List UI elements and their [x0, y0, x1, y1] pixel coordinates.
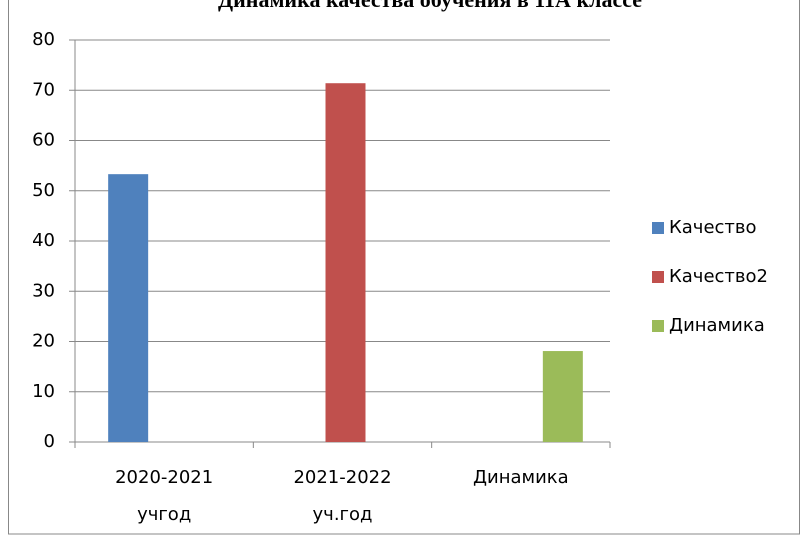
y-tick-label: 50 — [32, 180, 55, 201]
y-tick-label: 20 — [32, 331, 55, 352]
legend-label: Качество2 — [669, 266, 768, 287]
x-tick-label: 2021-2022 уч.год — [293, 467, 391, 525]
legend-label: Качество — [669, 217, 757, 238]
legend-swatch — [652, 222, 664, 234]
legend-swatch — [652, 320, 664, 332]
x-tick-label: Динамика — [473, 467, 569, 488]
y-tick-label: 10 — [32, 381, 55, 402]
bar — [108, 174, 149, 443]
chart-title: Динамика качества обучения в 11А классе — [218, 0, 642, 12]
y-tick-label: 0 — [44, 431, 55, 452]
legend-label: Динамика — [669, 315, 765, 336]
bar — [542, 351, 583, 442]
y-tick-label: 30 — [32, 280, 55, 301]
x-tick-label: 2020-2021 учгод — [115, 467, 213, 525]
y-tick-label: 80 — [32, 29, 55, 50]
y-tick-label: 70 — [32, 79, 55, 100]
legend-swatch — [652, 271, 664, 283]
y-tick-label: 40 — [32, 230, 55, 251]
bar — [325, 83, 366, 442]
y-tick-label: 60 — [32, 130, 55, 151]
